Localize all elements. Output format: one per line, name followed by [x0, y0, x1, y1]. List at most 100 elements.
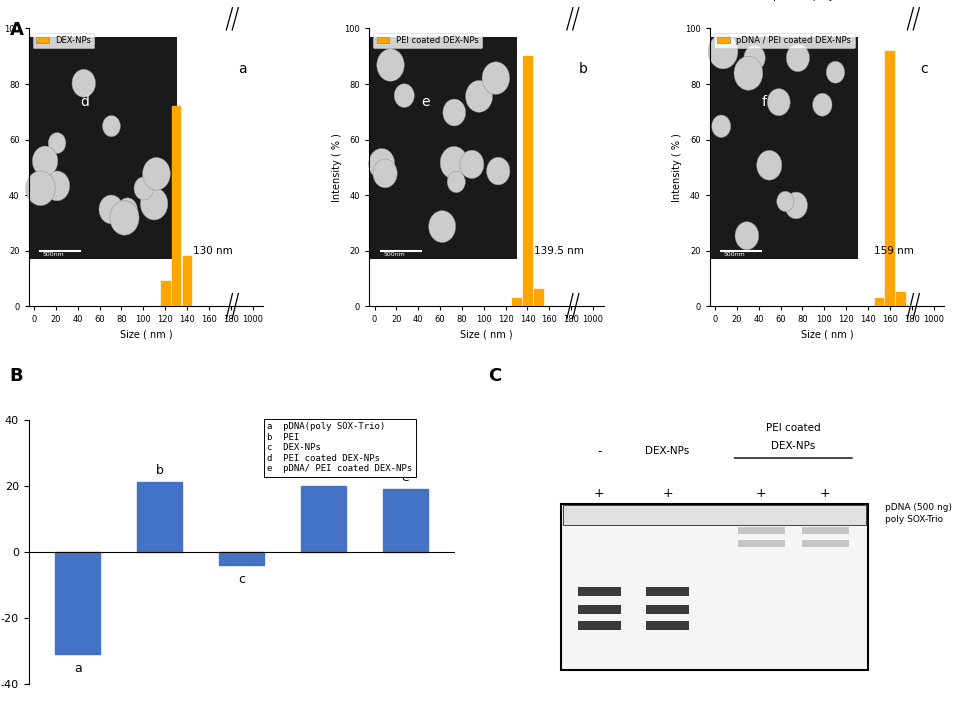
- Bar: [560, 504, 867, 670]
- Circle shape: [133, 177, 153, 200]
- Circle shape: [756, 150, 781, 180]
- Circle shape: [486, 157, 510, 185]
- Circle shape: [32, 146, 58, 176]
- Circle shape: [142, 157, 171, 190]
- Circle shape: [766, 88, 789, 115]
- Text: -: -: [597, 445, 601, 458]
- Bar: [801, 528, 848, 534]
- Circle shape: [776, 192, 793, 211]
- X-axis label: Size ( nm ): Size ( nm ): [459, 330, 513, 340]
- Bar: [161, 281, 170, 306]
- Circle shape: [26, 171, 55, 206]
- Text: +: +: [594, 487, 604, 501]
- X-axis label: Size ( nm ): Size ( nm ): [119, 330, 172, 340]
- Y-axis label: Intensity ( % ): Intensity ( % ): [0, 133, 1, 201]
- Legend: PEI coated DEX-NPs: PEI coated DEX-NPs: [373, 33, 481, 48]
- Y-axis label: Intensity ( % ): Intensity ( % ): [671, 133, 681, 201]
- Bar: [884, 51, 893, 306]
- Bar: [522, 56, 532, 306]
- Legend: pDNA / PEI coated DEX-NPs: pDNA / PEI coated DEX-NPs: [713, 33, 854, 48]
- Bar: [801, 540, 848, 547]
- Text: e: e: [420, 95, 429, 109]
- Circle shape: [49, 132, 66, 154]
- Circle shape: [733, 56, 762, 90]
- Bar: [512, 298, 520, 306]
- Bar: [382, 489, 428, 552]
- Text: a: a: [238, 62, 247, 75]
- Circle shape: [117, 198, 137, 221]
- Text: DEX-NPs: DEX-NPs: [770, 441, 815, 451]
- Bar: [645, 587, 688, 596]
- Bar: [737, 540, 784, 547]
- Circle shape: [442, 99, 465, 126]
- Bar: [578, 621, 620, 630]
- FancyBboxPatch shape: [29, 37, 176, 259]
- Circle shape: [812, 93, 831, 116]
- Circle shape: [140, 187, 168, 220]
- Circle shape: [439, 147, 467, 179]
- Bar: [55, 552, 100, 654]
- Circle shape: [71, 69, 95, 98]
- Text: a: a: [73, 662, 82, 675]
- Text: B: B: [10, 367, 23, 384]
- Text: +: +: [661, 487, 672, 501]
- Circle shape: [99, 195, 123, 224]
- Circle shape: [368, 149, 395, 179]
- Text: b: b: [155, 464, 164, 478]
- Text: c: c: [238, 573, 245, 586]
- Bar: [578, 605, 620, 614]
- X-axis label: Size ( nm ): Size ( nm ): [800, 330, 853, 340]
- Circle shape: [784, 192, 806, 219]
- Circle shape: [373, 159, 396, 188]
- FancyBboxPatch shape: [709, 37, 857, 259]
- Text: f: f: [760, 95, 765, 109]
- Text: pDNA (500 ng):
poly SOX-Trio: pDNA (500 ng): poly SOX-Trio: [883, 503, 953, 523]
- Text: 500nm: 500nm: [723, 252, 744, 257]
- Text: b: b: [578, 62, 587, 75]
- Text: PEI coated: PEI coated: [765, 423, 820, 433]
- Circle shape: [102, 115, 120, 137]
- Text: d: d: [319, 468, 327, 481]
- Text: d: d: [80, 95, 89, 109]
- Bar: [182, 256, 192, 306]
- Text: 500nm: 500nm: [383, 252, 404, 257]
- Text: C: C: [488, 367, 501, 384]
- Circle shape: [481, 62, 509, 95]
- Text: +: +: [819, 487, 830, 501]
- Circle shape: [785, 44, 809, 72]
- Circle shape: [734, 221, 758, 250]
- Bar: [562, 506, 864, 525]
- Text: DEX-NPs: DEX-NPs: [645, 446, 689, 456]
- Circle shape: [825, 61, 843, 83]
- Circle shape: [711, 115, 730, 137]
- Text: pDNA : poly SOX-Trio: pDNA : poly SOX-Trio: [773, 0, 880, 1]
- Circle shape: [376, 49, 404, 81]
- Circle shape: [447, 171, 465, 193]
- Circle shape: [428, 211, 456, 243]
- Circle shape: [708, 34, 738, 69]
- Bar: [137, 483, 182, 552]
- Text: 139.5 nm: 139.5 nm: [533, 246, 583, 256]
- Bar: [219, 552, 264, 565]
- Bar: [874, 298, 882, 306]
- Text: 159 nm: 159 nm: [873, 246, 913, 256]
- Y-axis label: Intensity ( % ): Intensity ( % ): [332, 133, 341, 201]
- Bar: [172, 106, 180, 306]
- Text: +: +: [755, 487, 766, 501]
- Text: A: A: [10, 21, 24, 39]
- Bar: [645, 621, 688, 630]
- Circle shape: [394, 84, 414, 108]
- FancyBboxPatch shape: [369, 37, 517, 259]
- Circle shape: [110, 201, 139, 235]
- Text: a  pDNA(poly SOX-Trio)
b  PEI
c  DEX-NPs
d  PEI coated DEX-NPs
e  pDNA/ PEI coat: a pDNA(poly SOX-Trio) b PEI c DEX-NPs d …: [267, 422, 412, 473]
- Circle shape: [45, 171, 70, 201]
- Bar: [645, 605, 688, 614]
- Text: c: c: [920, 62, 927, 75]
- Bar: [737, 528, 784, 534]
- Bar: [896, 292, 904, 306]
- Text: 130 nm: 130 nm: [193, 246, 233, 256]
- Text: e: e: [401, 471, 409, 484]
- Legend: DEX-NPs: DEX-NPs: [32, 33, 94, 48]
- Circle shape: [459, 150, 483, 179]
- Circle shape: [743, 46, 764, 70]
